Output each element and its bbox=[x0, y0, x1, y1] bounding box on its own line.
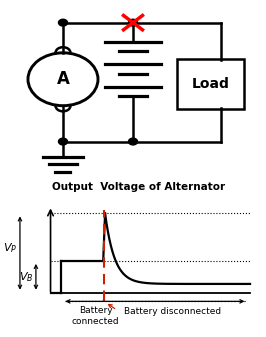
Text: $V_B$: $V_B$ bbox=[19, 270, 33, 284]
Text: Battery
connected: Battery connected bbox=[72, 306, 120, 326]
Text: A: A bbox=[57, 70, 69, 88]
Circle shape bbox=[128, 19, 138, 26]
Text: Battery disconnected: Battery disconnected bbox=[124, 307, 222, 316]
Text: Output  Voltage of Alternator: Output Voltage of Alternator bbox=[52, 182, 225, 192]
Circle shape bbox=[128, 138, 138, 145]
Circle shape bbox=[59, 138, 68, 145]
Circle shape bbox=[59, 19, 68, 26]
FancyBboxPatch shape bbox=[177, 59, 244, 109]
Text: Load: Load bbox=[192, 77, 230, 91]
Text: $V_P$: $V_P$ bbox=[3, 241, 17, 255]
